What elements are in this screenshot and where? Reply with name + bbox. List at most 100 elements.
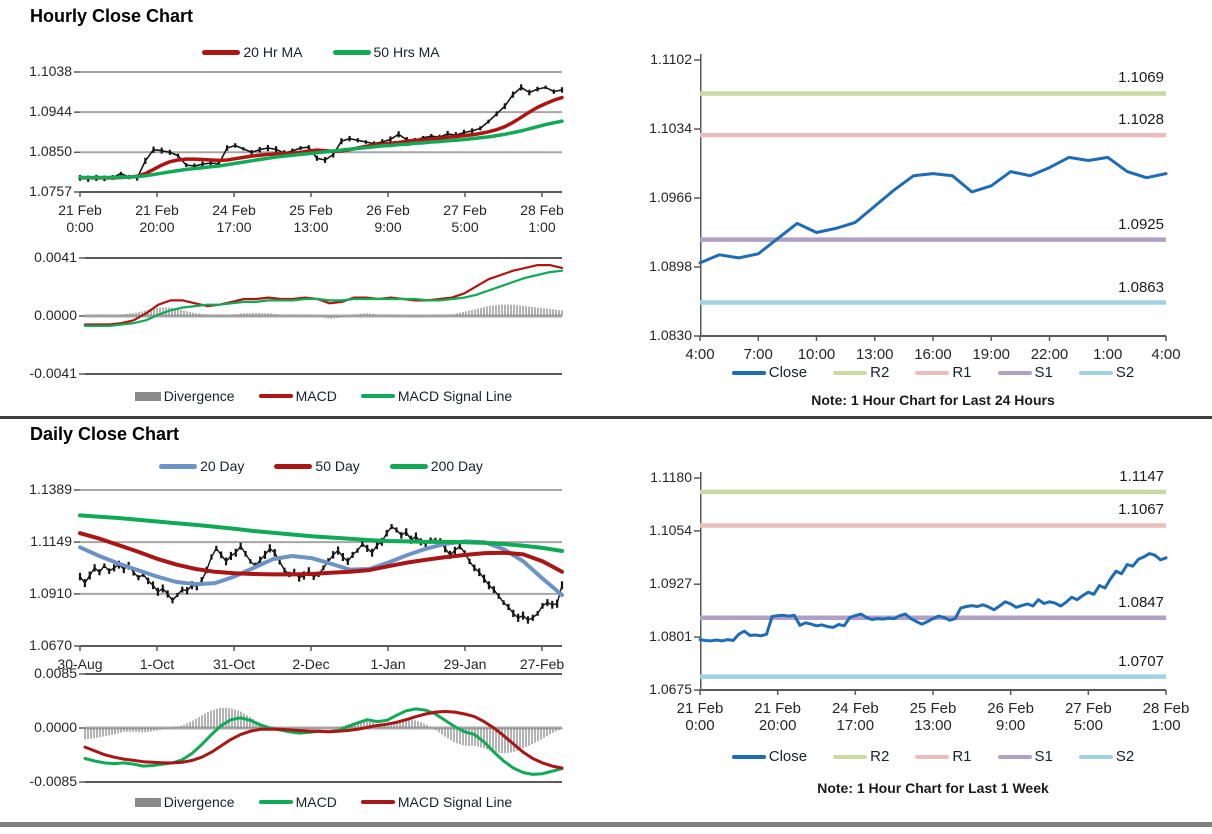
y-axis-tick-label: 1.1102 (650, 51, 692, 67)
legend-item-macd-signal: MACD Signal Line (360, 794, 513, 810)
pivot-level-label-r1: 1.1067 (1118, 501, 1164, 519)
legend-label-r2: R2 (870, 748, 890, 765)
legend-label-20day: 20 Day (200, 458, 245, 474)
x-axis-tick-label: 28 Feb 1:00 (1142, 700, 1190, 734)
red-line-swatch (360, 800, 395, 804)
y-axis-tick-label: 1.1038 (29, 63, 72, 79)
y-axis-tick-label: 1.1149 (30, 533, 72, 550)
hourly-macd-legend: Divergence MACD MACD Signal Line (85, 388, 562, 404)
x-axis-tick-label: 25 Feb 13:00 (289, 202, 333, 235)
y-axis-tick-label: 1.0670 (29, 637, 72, 653)
s1-line-swatch (997, 370, 1032, 375)
green-line-swatch (389, 463, 428, 469)
legend-item-20hr-ma: 20 Hr MA (202, 44, 303, 60)
legend-item-20day: 20 Day (159, 458, 244, 474)
weekly-pivot-chart: 1.1180 1.1054 1.0927 1.0801 1.0675 21 Feb 0:00… (649, 467, 1189, 734)
s2-line-swatch (1078, 370, 1113, 375)
x-axis-tick-label: 24 Feb 17:00 (212, 202, 256, 235)
daily-price-legend: 20 Day 50 Day 200 Day (80, 458, 562, 474)
legend-item-s2: S2 (1078, 364, 1134, 381)
legend-label-close: Close (768, 364, 808, 381)
r2-line-swatch (833, 370, 868, 375)
x-axis-tick-label: 1-Jan (370, 656, 406, 672)
legend-item-s2: S2 (1078, 748, 1135, 765)
x-axis-tick-label: 30-Aug (57, 656, 103, 672)
s1-line-swatch (997, 754, 1032, 759)
r1-line-swatch (915, 754, 950, 759)
legend-label-close: Close (768, 748, 808, 765)
x-axis-tick-label: 26 Feb 9:00 (987, 700, 1034, 734)
legend-item-r1: R1 (915, 364, 972, 381)
legend-item-close: Close (731, 748, 808, 765)
pivot-level-label-s1: 1.0925 (1118, 215, 1164, 233)
legend-label-macd-signal: MACD Signal Line (397, 388, 513, 404)
legend-item-macd-signal: MACD Signal Line (360, 388, 513, 404)
pivot-level-label-r2: 1.1069 (1118, 69, 1164, 87)
pivot-level-label-r1: 1.1028 (1118, 111, 1164, 129)
legend-label-200day: 200 Day (430, 458, 483, 474)
daily-macd-chart: 0.0085 0.0000 -0.0085 (30, 665, 564, 790)
pivot-level-label-s1: 1.0847 (1118, 593, 1164, 611)
y-axis-tick-label: 0.0000 (34, 307, 77, 323)
legend-item-s1: S1 (997, 748, 1053, 765)
legend-label-r2: R2 (870, 364, 890, 381)
legend-label-r1: R1 (952, 748, 972, 765)
y-axis-tick-label: 1.0850 (29, 143, 72, 160)
horizontal-divider (0, 416, 1212, 419)
legend-label-divergence: Divergence (163, 388, 235, 404)
legend-item-s1: S1 (997, 364, 1053, 381)
hourly-macd-chart: 0.0041 0.0000 -0.0041 (30, 249, 564, 382)
green-line-swatch (332, 49, 371, 55)
blue-line-swatch (731, 370, 766, 375)
hourly-macd-svg (79, 257, 564, 375)
pivot-level-label-s2: 1.0863 (1118, 278, 1164, 296)
legend-item-macd: MACD (258, 388, 337, 404)
pivot-week-svg (694, 472, 1168, 695)
legend-label-macd: MACD (295, 388, 337, 404)
weekly-pivot-legend: Close R2 R1 S1 S2 (700, 748, 1166, 765)
blue-line-swatch (159, 463, 198, 469)
green-line-swatch (258, 800, 293, 804)
hourly-price-chart: 1.1038 1.0944 1.0850 1.0757 21 Feb 0:00 21 Feb… (29, 63, 564, 235)
blue-line-swatch (731, 754, 766, 759)
y-axis-tick-label: 0.0085 (34, 665, 77, 681)
r2-line-swatch (833, 754, 868, 759)
pivot-level-label-s2: 1.0707 (1118, 652, 1164, 670)
hourly-pivot-legend: Close R2 R1 S1 S2 (700, 364, 1166, 381)
x-axis-tick-label: 4:00 (1151, 346, 1181, 363)
red-line-swatch (258, 394, 293, 398)
y-axis-tick-label: 1.1180 (650, 469, 692, 485)
y-axis-tick-label: 1.1054 (649, 521, 692, 538)
legend-label-macd-signal: MACD Signal Line (397, 794, 513, 810)
y-axis-tick-label: 1.0966 (649, 189, 692, 205)
red-line-swatch (202, 49, 241, 55)
red-line-swatch (274, 463, 313, 469)
x-axis-tick-label: 4:00 (685, 346, 715, 363)
legend-item-close: Close (731, 364, 808, 381)
green-line-swatch (360, 394, 395, 398)
x-axis-tick-label: 26 Feb 9:00 (366, 202, 410, 235)
legend-item-macd: MACD (258, 794, 337, 810)
x-axis-tick-label: 19:00 (972, 346, 1011, 363)
y-axis-tick-label: 1.0927 (649, 575, 692, 592)
legend-item-r2: R2 (833, 364, 889, 381)
legend-label-50day: 50 Day (315, 458, 360, 474)
x-axis-tick-label: 13:00 (855, 346, 894, 363)
weekly-pivot-note: Note: 1 Hour Chart for Last 1 Week (817, 780, 1049, 796)
x-axis-tick-label: 24 Feb 17:00 (831, 700, 879, 734)
x-axis-tick-label: 16:00 (914, 346, 952, 363)
legend-label-20hr-ma: 20 Hr MA (243, 44, 303, 60)
legend-label-s2: S2 (1115, 748, 1135, 765)
legend-label-50hrs-ma: 50 Hrs MA (373, 44, 440, 60)
legend-label-r1: R1 (952, 364, 972, 381)
y-axis-tick-label: 1.1389 (29, 481, 72, 497)
y-axis-tick-label: -0.0041 (29, 365, 77, 381)
x-axis-tick-label: 28 Feb 1:00 (520, 202, 564, 235)
y-axis-tick-label: 1.0675 (649, 681, 692, 697)
bottom-divider (0, 822, 1212, 827)
legend-item-divergence: Divergence (134, 388, 235, 404)
hourly-price-svg (74, 71, 564, 197)
daily-chart-title: Daily Close Chart (30, 424, 180, 444)
pivot-level-label-r2: 1.1147 (1119, 467, 1164, 485)
x-axis-tick-label: 31-Oct (212, 656, 255, 672)
